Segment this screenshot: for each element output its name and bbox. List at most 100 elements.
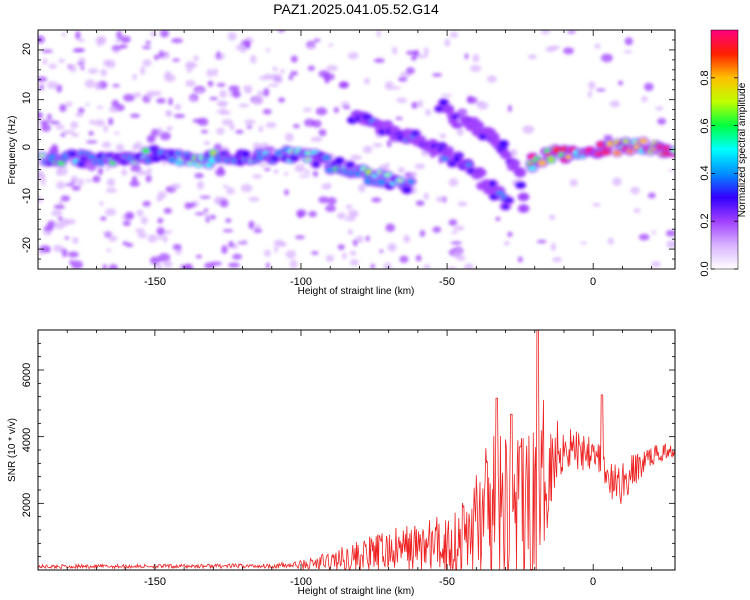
heatmap-cell (108, 235, 118, 242)
heatmap-cell (569, 178, 578, 187)
heatmap-cell (263, 73, 274, 80)
heatmap-cell (347, 52, 359, 60)
heatmap-cell (278, 97, 286, 103)
heatmap-cell (39, 245, 51, 253)
heatmap-cell (423, 47, 429, 56)
heatmap-cell (62, 129, 75, 135)
heatmap-cell (618, 80, 623, 86)
heatmap-cell (158, 50, 164, 59)
heatmap-cell (298, 174, 311, 178)
heatmap-cell (64, 236, 70, 240)
heatmap-cell (265, 262, 270, 269)
heatmap-cell (666, 240, 675, 249)
heatmap-cell (305, 157, 310, 161)
heatmap-cell (364, 77, 370, 85)
heatmap-cell (41, 49, 53, 53)
heatmap-cell (102, 264, 108, 269)
heatmap-cell (419, 229, 426, 238)
heatmap-cell (466, 95, 474, 104)
heatmap-cell (77, 62, 85, 66)
heatmap-cell (258, 163, 269, 167)
heatmap-cell (302, 107, 312, 112)
heatmap-cell (53, 204, 65, 210)
heatmap-cell (252, 95, 264, 105)
heatmap-cell (156, 97, 166, 104)
heatmap-cell (174, 103, 182, 111)
y-axis-label: Frequency (Hz) (7, 116, 18, 185)
heatmap-cell (284, 132, 294, 142)
heatmap-cell (453, 225, 465, 231)
heatmap-cell (112, 83, 121, 88)
heatmap-cell (92, 175, 101, 183)
heatmap-cell (267, 83, 280, 87)
heatmap-cell (94, 119, 106, 127)
heatmap-cell (439, 99, 448, 106)
heatmap-cell (209, 214, 216, 220)
heatmap-cell (540, 30, 551, 35)
heatmap-cell (664, 146, 669, 150)
x-axis-label: Height of straight line (km) (298, 586, 415, 597)
heatmap-cell (288, 74, 294, 81)
x-tick-label: -50 (439, 276, 455, 288)
heatmap-cell (122, 241, 128, 246)
heatmap-cell (472, 53, 480, 63)
heatmap-cell (349, 250, 357, 256)
heatmap-cell (224, 110, 231, 115)
heatmap-cell (318, 70, 330, 78)
heatmap-cell (562, 47, 575, 55)
heatmap-cell (42, 58, 48, 65)
heatmap-cell (108, 264, 118, 269)
heatmap-cell (346, 161, 354, 168)
heatmap-cell (196, 180, 205, 190)
heatmap-cell (384, 81, 394, 91)
heatmap-cell (102, 230, 113, 235)
heatmap-cell (204, 262, 215, 269)
heatmap-cell (58, 58, 65, 64)
heatmap-cell (318, 196, 329, 204)
heatmap-cell (448, 177, 459, 187)
heatmap-cell (114, 131, 120, 135)
heatmap-cell (205, 213, 211, 219)
heatmap-cell (252, 174, 263, 179)
heatmap-cell (347, 213, 359, 217)
heatmap-cell (207, 80, 214, 87)
heatmap-cell (464, 53, 469, 60)
heatmap-cell (96, 105, 104, 109)
heatmap-cell (101, 141, 112, 149)
heatmap-cell (71, 260, 83, 269)
heatmap-cell (475, 100, 484, 105)
heatmap-cell (402, 187, 412, 194)
heatmap-cell (592, 202, 601, 207)
heatmap-cell (159, 30, 170, 38)
heatmap-cell (516, 169, 524, 177)
heatmap-cell (439, 133, 447, 139)
x-tick-label: 0 (590, 576, 596, 588)
heatmap-cell (153, 54, 160, 61)
heatmap-cell (136, 209, 144, 217)
heatmap-cell (624, 37, 633, 46)
heatmap-cell (415, 200, 425, 206)
heatmap-cell (85, 179, 93, 183)
heatmap-cell (200, 129, 209, 134)
heatmap-cell (149, 256, 161, 265)
heatmap-cell (495, 216, 501, 222)
heatmap-cell (520, 205, 527, 212)
heatmap-cell (294, 164, 306, 173)
heatmap-cell (502, 203, 509, 210)
heatmap-cell (333, 106, 340, 113)
heatmap-cell (612, 177, 622, 186)
heatmap-cell (395, 116, 403, 120)
heatmap-cell (366, 170, 371, 174)
heatmap-cell (142, 45, 152, 50)
heatmap-cell (373, 58, 385, 63)
x-tick-label: -100 (290, 576, 312, 588)
heatmap-cell (283, 172, 289, 176)
heatmap-cell (250, 55, 257, 64)
heatmap-cell (235, 129, 244, 134)
heatmap-cell (515, 182, 526, 188)
heatmap-cell (376, 30, 381, 38)
colorbar-gradient (710, 29, 739, 270)
heatmap-cell (341, 252, 347, 260)
heatmap-cell (325, 254, 335, 262)
heatmap-cell (238, 103, 250, 108)
